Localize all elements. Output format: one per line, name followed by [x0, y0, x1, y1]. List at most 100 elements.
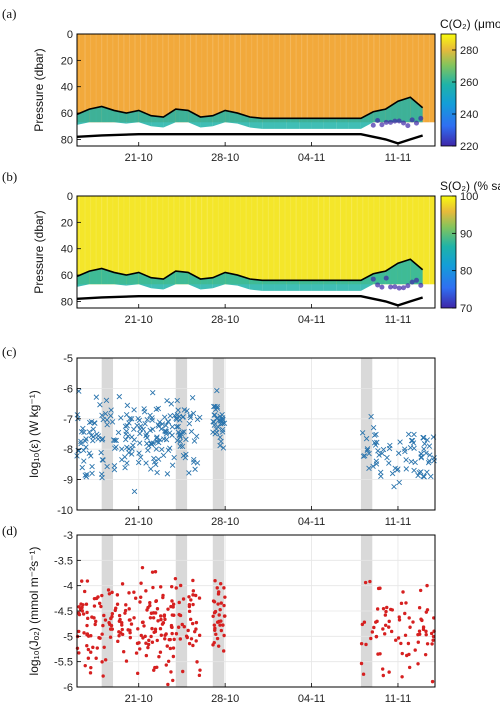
data-point	[171, 646, 176, 650]
data-point	[383, 613, 388, 617]
data-point	[121, 650, 126, 654]
data-point	[110, 590, 114, 595]
data-point	[407, 665, 412, 670]
data-point	[424, 629, 428, 634]
deep-water-patch	[262, 118, 275, 129]
data-point	[403, 466, 410, 472]
data-point	[213, 626, 217, 631]
data-point	[144, 440, 150, 447]
data-point	[149, 611, 154, 615]
data-point	[415, 472, 421, 479]
data-point	[82, 472, 88, 478]
data-point	[96, 595, 100, 599]
data-point	[222, 586, 226, 590]
data-point	[404, 601, 408, 605]
data-point	[171, 605, 175, 609]
data-point	[139, 633, 143, 638]
data-point	[107, 413, 114, 419]
data-point	[400, 675, 404, 679]
x-tick-label: 04-11	[298, 152, 325, 164]
shaded-interval	[360, 358, 373, 510]
x-tick-label: 11-11	[385, 516, 412, 528]
data-point	[219, 429, 226, 435]
data-point	[169, 625, 174, 629]
data-point	[380, 446, 387, 453]
y-tick-label: 40	[61, 82, 73, 94]
data-point	[159, 585, 163, 589]
data-point	[391, 483, 397, 490]
data-point	[193, 433, 200, 440]
low-value-spot	[413, 277, 419, 283]
data-point	[219, 415, 226, 421]
data-point	[84, 602, 89, 606]
low-value-spot	[409, 279, 415, 285]
data-point	[188, 617, 193, 622]
low-value-spot	[396, 118, 402, 124]
data-point	[155, 638, 159, 643]
colorbar-tick-label: 90	[460, 228, 472, 240]
mixed-layer-line	[77, 258, 424, 282]
data-point	[175, 423, 181, 430]
data-point	[370, 630, 375, 634]
data-point	[408, 625, 412, 629]
data-point	[137, 430, 143, 437]
data-point	[131, 426, 137, 433]
data-point	[431, 455, 437, 461]
data-point	[127, 607, 131, 611]
data-point	[118, 415, 124, 421]
deep-water-patch	[188, 110, 201, 128]
data-point	[158, 650, 163, 654]
data-point	[159, 446, 165, 453]
data-point	[77, 605, 81, 609]
data-point	[110, 611, 115, 616]
heatmap-b	[77, 196, 435, 307]
data-point	[381, 606, 386, 611]
low-value-spot	[370, 122, 376, 128]
data-point	[400, 651, 404, 656]
data-point	[372, 625, 376, 630]
data-point	[86, 450, 93, 456]
data-point	[184, 408, 190, 414]
data-point	[416, 662, 420, 666]
data-point	[86, 429, 93, 435]
data-point	[368, 579, 372, 584]
deep-water-patch	[336, 118, 349, 129]
data-point	[156, 619, 160, 623]
panel-b: (b) 0 20 40 60 80 21-10 28-10 04-11 11-11 Press…	[2, 169, 500, 326]
deep-water-patch	[126, 272, 139, 286]
data-point	[370, 463, 376, 470]
data-point	[124, 402, 131, 409]
data-point	[92, 604, 97, 608]
data-point	[170, 631, 174, 636]
data-point	[150, 626, 154, 631]
data-point	[123, 436, 129, 443]
data-point	[97, 601, 102, 606]
data-point	[159, 633, 164, 637]
deep-water-patch	[311, 280, 324, 291]
deep-water-patch	[126, 110, 139, 124]
data-point	[128, 416, 135, 422]
y-tick-label: -10	[57, 505, 73, 517]
data-point	[431, 638, 435, 642]
low-value-spot	[409, 117, 415, 123]
panel-b-label: (b)	[2, 169, 17, 184]
data-point	[378, 652, 382, 656]
data-point	[81, 612, 86, 616]
y-tick-label: -6	[63, 682, 73, 694]
colorbar-ticks-a: 220 240 260 280	[452, 45, 478, 153]
data-point	[106, 588, 111, 592]
data-point	[384, 454, 390, 461]
data-point	[416, 470, 423, 476]
deep-water-patch	[175, 271, 189, 285]
deep-water-patch	[200, 115, 213, 128]
data-point	[78, 438, 84, 445]
data-point	[109, 419, 116, 425]
x-tick-label: 04-11	[298, 693, 325, 705]
data-point	[399, 601, 404, 606]
data-point	[217, 413, 223, 420]
deep-water-patch	[373, 271, 386, 285]
deep-water-patch	[410, 97, 423, 123]
data-point	[397, 618, 402, 622]
data-point	[139, 581, 143, 585]
data-point	[80, 609, 85, 613]
